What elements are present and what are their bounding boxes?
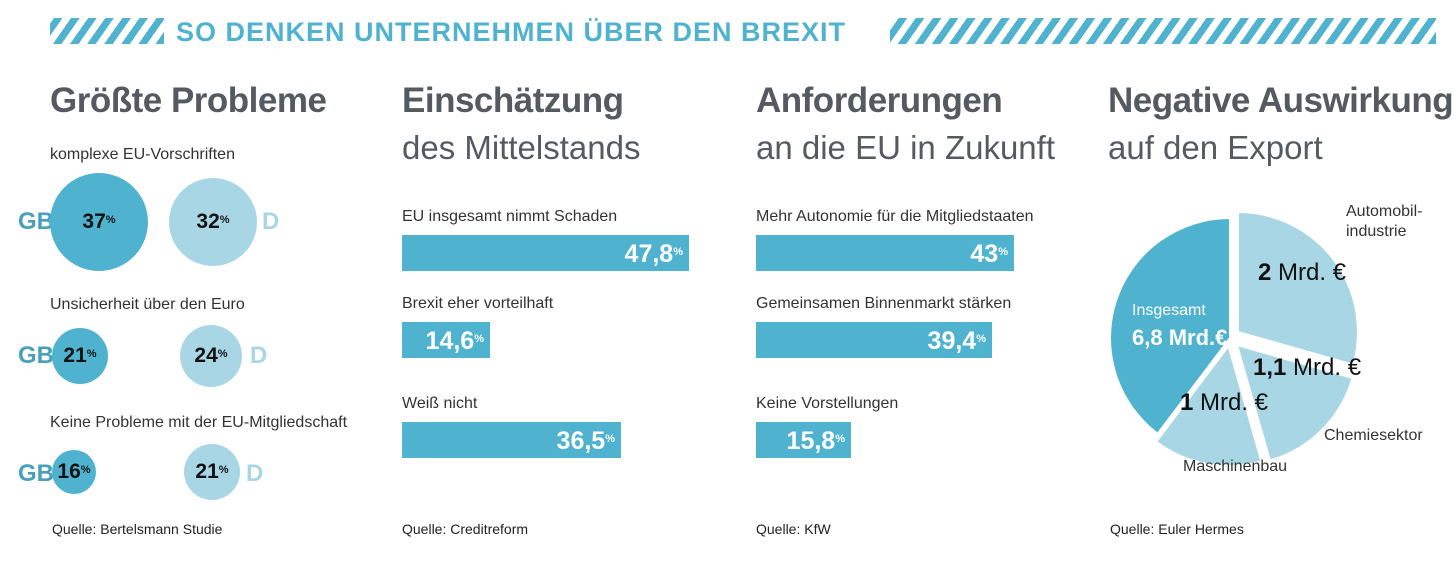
- pie-slice-1: [1236, 210, 1359, 367]
- item2-label: Unsicherheit über den Euro: [50, 296, 245, 313]
- pie-slice-value-2: 1,1 Mrd. €: [1253, 354, 1362, 381]
- item2-d-value: 24: [194, 344, 218, 367]
- item3-gb-pct: %: [80, 464, 91, 476]
- item3-label: Keine Probleme mit der EU-Mitgliedschaft: [50, 414, 348, 431]
- item1-d-label: D: [262, 208, 280, 235]
- panel1-title: Größte Probleme: [50, 81, 327, 120]
- pie-total-value: 6,8 Mrd.€: [1132, 325, 1227, 350]
- panel2-source: Quelle: Creditreform: [402, 521, 529, 537]
- page-title: SO DENKEN UNTERNEHMEN ÜBER DEN BREXIT: [170, 14, 853, 50]
- einschaetzung-bar-unit-3: %: [605, 433, 615, 445]
- einschaetzung-bar-unit-1: %: [673, 246, 683, 258]
- anforderungen-bar-value-2: 39,4: [927, 327, 977, 355]
- panel2-subtitle: des Mittelstands: [402, 129, 641, 166]
- item3-d-label: D: [246, 460, 264, 487]
- einschaetzung-bar-label-2: Brexit eher vorteilhaft: [402, 295, 554, 312]
- pie-slice-rest: [1109, 216, 1231, 436]
- einschaetzung-bar-3: 36,5%: [402, 422, 621, 458]
- panel4-subtitle: auf den Export: [1108, 129, 1323, 166]
- pie-slice-name-2: Chemiesektor: [1324, 427, 1423, 444]
- einschaetzung-bar-2: 14,6%: [402, 322, 490, 358]
- einschaetzung-bar-value-1: 47,8: [624, 240, 674, 268]
- item1-d-value: 32: [196, 210, 220, 233]
- pie-slice-number-3: 1: [1180, 389, 1200, 416]
- panel3-source: Quelle: KfW: [756, 521, 831, 537]
- pie-slice-unit-3: Mrd. €: [1200, 389, 1269, 416]
- einschaetzung-bar-label-1: EU insgesamt nimmt Schaden: [402, 208, 618, 225]
- panel2-title: Einschätzung: [402, 81, 624, 120]
- anforderungen-bar-unit-2: %: [976, 333, 986, 345]
- item2-d-circle: 24%: [180, 325, 242, 387]
- panel-anforderungen: Anforderungen an die EU in Zukunft Mehr …: [756, 80, 1076, 550]
- item2-gb-value: 21: [63, 344, 87, 367]
- item1-label: komplexe EU-Vorschriften: [50, 146, 235, 163]
- pie-slice-name-1a: Automobil-: [1346, 203, 1422, 220]
- item2-gb-pct: %: [86, 348, 97, 360]
- anforderungen-bar-label-2: Gemeinsamen Binnenmarkt stärken: [756, 295, 1012, 312]
- pie-slice-name-1b: industrie: [1346, 223, 1407, 240]
- pie-slice-value-3: 1 Mrd. €: [1180, 389, 1269, 416]
- panel-groesste-probleme: Größte Probleme komplexe EU-Vorschriften…: [18, 80, 348, 550]
- anforderungen-bar-label-1: Mehr Autonomie für die Mitgliedstaaten: [756, 208, 1034, 225]
- item2-gb-label: GB: [18, 342, 54, 369]
- item1-gb-value: 37: [82, 210, 106, 233]
- header-stripes-right: [890, 18, 1436, 44]
- pie-slice-number-1: 2: [1258, 259, 1278, 286]
- item3-gb-circle: 16%: [52, 450, 96, 494]
- pie-slice-number-2: 1,1: [1253, 354, 1293, 381]
- item3-gb-value: 16: [57, 460, 81, 483]
- anforderungen-bar-unit-1: %: [998, 246, 1008, 258]
- item3-d-pct: %: [218, 464, 229, 476]
- pie-slice-value-1: 2 Mrd. €: [1258, 259, 1347, 286]
- item2-gb-circle: 21%: [52, 328, 108, 384]
- panel1-source: Quelle: Bertelsmann Studie: [52, 521, 223, 537]
- item1-gb-circle: 37%: [50, 173, 148, 271]
- panel4-title: Negative Auswirkungen: [1108, 81, 1454, 120]
- pie-slice-unit-1: Mrd. €: [1278, 259, 1347, 286]
- item1-d-circle: 32%: [169, 178, 257, 266]
- pie-slice-name-3: Maschinenbau: [1183, 458, 1287, 475]
- anforderungen-bar-3: 15,8%: [756, 422, 851, 458]
- pie-total-label: Insgesamt: [1132, 302, 1206, 319]
- einschaetzung-bar-1: 47,8%: [402, 235, 689, 271]
- panel4-source: Quelle: Euler Hermes: [1110, 521, 1244, 537]
- panel-einschaetzung: Einschätzung des Mittelstands EU insgesa…: [402, 80, 722, 550]
- anforderungen-bar-2: 39,4%: [756, 322, 992, 358]
- pie-slice-2: [1235, 343, 1354, 462]
- item3-d-value: 21: [195, 460, 219, 483]
- einschaetzung-bar-unit-2: %: [474, 333, 484, 345]
- item3-gb-label: GB: [18, 460, 54, 487]
- item3-d-circle: 21%: [184, 444, 240, 500]
- einschaetzung-bar-label-3: Weiß nicht: [402, 395, 478, 412]
- header-stripes-left: [50, 18, 164, 44]
- item2-d-label: D: [250, 342, 268, 369]
- pie-slice-unit-2: Mrd. €: [1293, 354, 1362, 381]
- pie-slice-3: [1154, 343, 1263, 467]
- anforderungen-bar-unit-3: %: [835, 433, 845, 445]
- item1-gb-pct: %: [105, 214, 116, 226]
- anforderungen-bar-label-3: Keine Vorstellungen: [756, 395, 899, 412]
- panel3-subtitle: an die EU in Zukunft: [756, 129, 1055, 166]
- item1-d-pct: %: [219, 214, 230, 226]
- anforderungen-bar-value-3: 15,8: [786, 427, 836, 455]
- header: SO DENKEN UNTERNEHMEN ÜBER DEN BREXIT: [50, 14, 1436, 50]
- einschaetzung-bar-value-2: 14,6: [425, 327, 475, 355]
- item1-gb-label: GB: [18, 208, 54, 235]
- anforderungen-bar-1: 43%: [756, 235, 1014, 271]
- einschaetzung-bar-value-3: 36,5: [556, 427, 606, 455]
- panel3-title: Anforderungen: [756, 81, 1003, 120]
- panel-negative-auswirkungen: Negative Auswirkungen auf den Export Ins…: [1108, 80, 1454, 550]
- item2-d-pct: %: [217, 348, 228, 360]
- anforderungen-bar-value-1: 43: [970, 240, 999, 268]
